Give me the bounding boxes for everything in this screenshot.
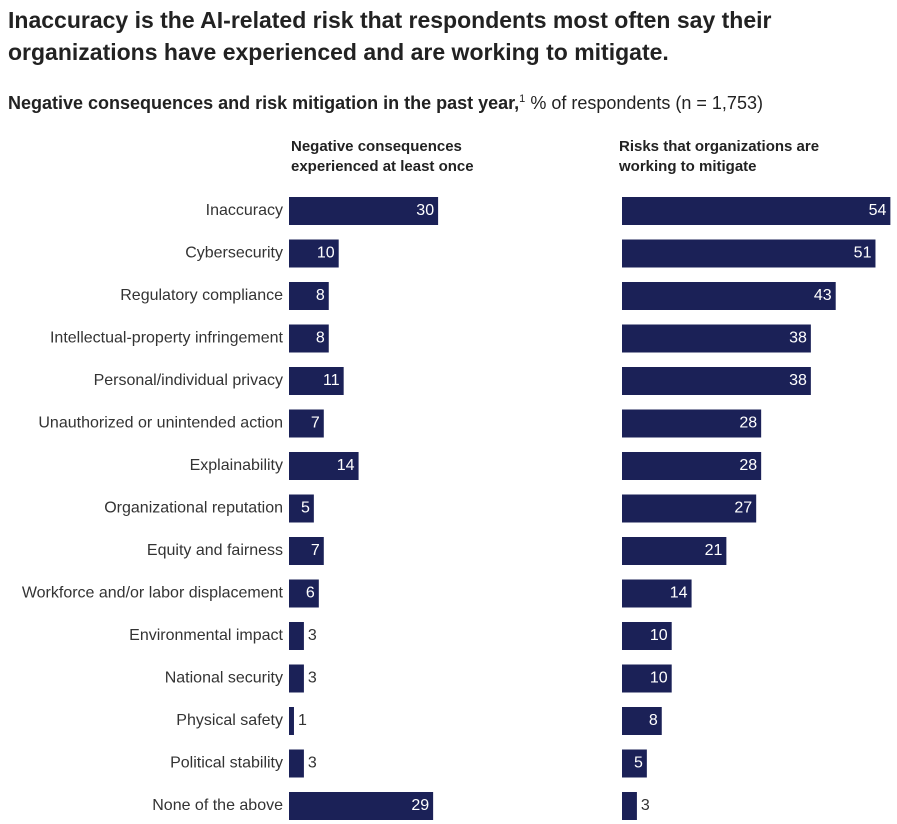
bar: [289, 452, 359, 480]
category-label: Political stability: [170, 755, 283, 772]
bar: [289, 494, 314, 523]
category-label: Regulatory compliance: [120, 287, 283, 304]
value-label: 54: [869, 202, 887, 219]
bar: [289, 707, 294, 735]
bar: [622, 494, 757, 523]
value-label: 6: [306, 585, 315, 602]
category-label: None of the above: [152, 797, 283, 814]
value-label: 51: [854, 245, 872, 262]
bar: [622, 707, 662, 735]
category-label: Environmental impact: [129, 627, 283, 644]
bar: [622, 409, 762, 438]
value-label: 3: [308, 755, 317, 772]
bar: [622, 324, 811, 353]
category-label: National security: [165, 670, 283, 687]
value-label: 11: [323, 372, 340, 389]
value-label: 8: [316, 287, 325, 304]
category-label: Organizational reputation: [104, 500, 283, 517]
bar: [289, 579, 319, 608]
panel-header: Risks that organizations are working to …: [619, 138, 820, 175]
footnote-mark: 1: [519, 93, 526, 105]
value-label: 10: [650, 670, 668, 687]
category-label: Explainability: [190, 457, 283, 474]
value-label: 10: [650, 627, 668, 644]
bar: [289, 409, 324, 438]
bar: [289, 324, 329, 353]
bar: [622, 282, 836, 310]
value-label: 7: [311, 542, 320, 559]
value-label: 5: [301, 500, 310, 517]
panel-header: Negative consequences experienced at lea…: [291, 138, 474, 175]
value-label: 5: [634, 755, 643, 772]
bar: [622, 452, 762, 480]
subtitle-units: % of respondents (n = 1,753): [530, 93, 763, 113]
subtitle-main: Negative consequences and risk mitigatio…: [8, 93, 520, 113]
bar: [289, 792, 434, 820]
value-label: 1: [298, 712, 307, 729]
bar: [622, 537, 727, 565]
value-label: 10: [317, 245, 335, 262]
category-label: Personal/individual privacy: [94, 372, 283, 389]
bar: [622, 197, 891, 225]
bar: [622, 664, 672, 693]
bar: [622, 792, 637, 820]
category-label: Cybersecurity: [185, 245, 283, 262]
value-label: 27: [734, 500, 752, 517]
bar: [289, 749, 304, 778]
bar: [289, 367, 344, 395]
bar: [622, 622, 672, 650]
bar: [289, 197, 439, 225]
value-label: 30: [416, 202, 434, 219]
bar: [622, 239, 876, 268]
subtitle: Negative consequences and risk mitigatio…: [8, 93, 763, 114]
category-label: Unauthorized or unintended action: [38, 415, 283, 432]
value-label: 38: [789, 372, 807, 389]
value-label: 14: [670, 585, 688, 602]
bar: [289, 622, 304, 650]
bar: [622, 749, 647, 778]
value-label: 28: [739, 415, 757, 432]
category-label: Equity and fairness: [147, 542, 283, 559]
value-label: 28: [739, 457, 757, 474]
value-label: 7: [311, 415, 320, 432]
value-label: 3: [308, 670, 317, 687]
value-label: 3: [308, 627, 317, 644]
value-label: 38: [789, 330, 807, 347]
category-label: Physical safety: [176, 712, 283, 729]
category-label: Workforce and/or labor displacement: [22, 585, 284, 602]
bar: [289, 239, 339, 268]
value-label: 8: [316, 330, 325, 347]
bar: [289, 282, 329, 310]
value-label: 14: [337, 457, 355, 474]
value-label: 43: [814, 287, 832, 304]
value-label: 21: [705, 542, 723, 559]
chart-title: Inaccuracy is the AI-related risk that r…: [8, 7, 772, 65]
value-label: 8: [649, 712, 658, 729]
bar: [289, 664, 304, 693]
category-label: Inaccuracy: [206, 202, 283, 219]
bar: [622, 579, 692, 608]
value-label: 3: [641, 797, 650, 814]
bar: [289, 537, 324, 565]
category-label: Intellectual-property infringement: [50, 330, 284, 347]
value-label: 29: [411, 797, 429, 814]
bar: [622, 367, 811, 395]
